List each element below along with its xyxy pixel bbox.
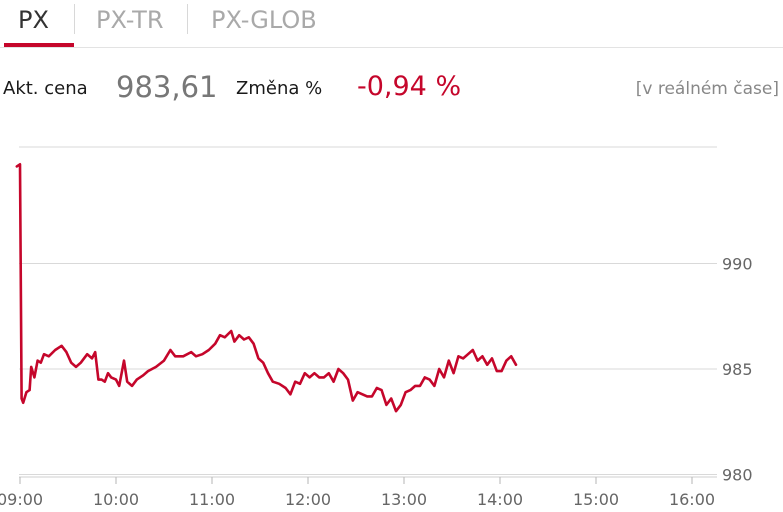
tab-px-glob[interactable]: PX-GLOB <box>211 6 317 34</box>
y-tick-label: 980 <box>722 466 753 485</box>
x-tick-label: 09:00 <box>0 490 43 509</box>
x-tick-label: 13:00 <box>381 490 427 509</box>
x-tick-label: 15:00 <box>573 490 619 509</box>
index-tabs: PX PX-TR PX-GLOB <box>0 0 783 48</box>
x-tick-label: 14:00 <box>477 490 523 509</box>
change-value: -0,94 % <box>357 71 462 102</box>
tab-separator <box>74 4 75 34</box>
change-label: Změna % <box>236 78 323 99</box>
y-tick-label: 990 <box>722 255 753 274</box>
y-tick-label: 985 <box>722 360 753 379</box>
tab-px-tr[interactable]: PX-TR <box>96 6 164 34</box>
active-tab-indicator <box>4 43 74 47</box>
price-chart: 980 985 990 09:00 10:00 11:00 12:00 13:00 14:00 1… <box>0 146 753 509</box>
x-tick-label: 10:00 <box>93 490 139 509</box>
tabs-divider <box>0 47 783 48</box>
x-tick-label: 16:00 <box>669 490 715 509</box>
tab-px[interactable]: PX <box>18 6 49 34</box>
x-tick-label: 12:00 <box>285 490 331 509</box>
price-label: Akt. cena <box>3 78 88 99</box>
x-tick-label: 11:00 <box>189 490 235 509</box>
realtime-note: [v reálném čase] <box>635 79 779 99</box>
price-value: 983,61 <box>116 70 218 104</box>
price-series-line <box>15 162 518 413</box>
tab-separator <box>187 4 188 34</box>
